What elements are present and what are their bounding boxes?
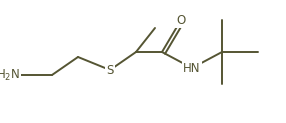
Text: HN: HN — [183, 62, 201, 75]
Text: H$_2$N: H$_2$N — [0, 67, 20, 83]
Text: S: S — [106, 63, 114, 77]
Text: O: O — [176, 14, 186, 26]
